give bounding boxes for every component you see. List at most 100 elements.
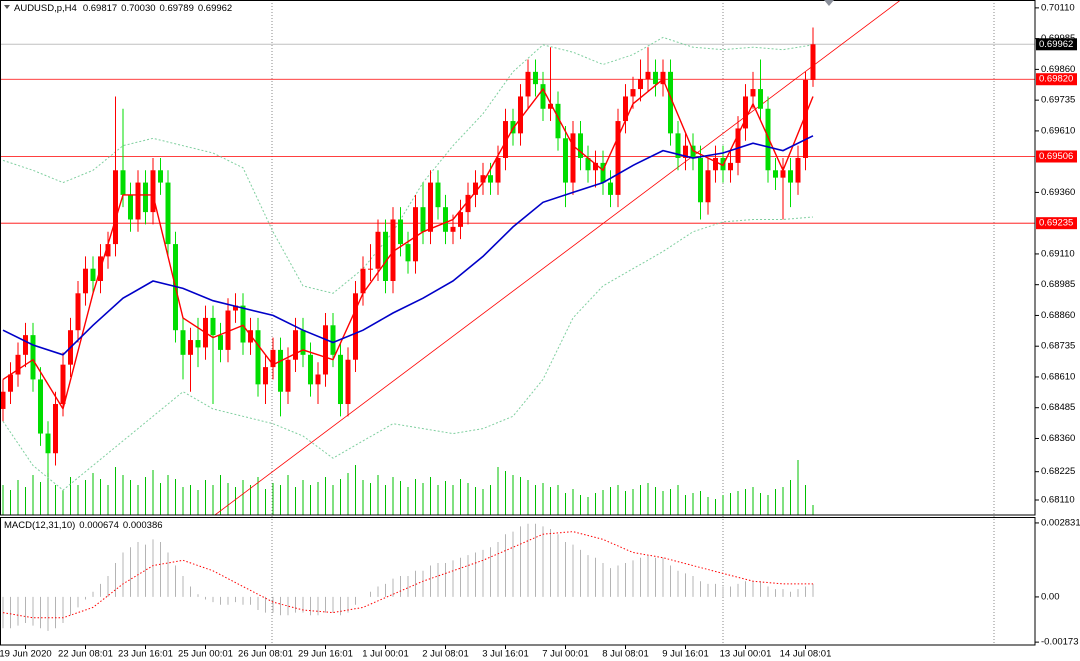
level-label-box [1036, 217, 1077, 230]
level-label-box [1036, 73, 1077, 86]
candle-body [668, 71, 673, 134]
level-label: 0.69820 [1039, 74, 1073, 85]
candle-body [233, 305, 238, 311]
level-label-box [1036, 150, 1077, 163]
candle-body [135, 182, 141, 220]
y-tick-label: 0.69360 [1041, 187, 1075, 198]
candle-body [473, 182, 478, 195]
panel-border [0, 517, 1036, 646]
candle-body [165, 182, 171, 245]
y-tick-label: 0.69610 [1041, 125, 1075, 136]
candle-body [683, 145, 688, 158]
candle-body [428, 182, 433, 232]
candle-body [480, 175, 486, 183]
x-tick-label: 14 Jul 08:01 [780, 649, 832, 660]
x-tick-label: 29 Jun 16:01 [298, 649, 353, 660]
candle-body [30, 335, 36, 380]
current-price-box [1036, 38, 1077, 51]
macd-value: 0.000674 [79, 520, 119, 531]
band-upper [2, 36, 814, 294]
candle-body [113, 170, 118, 245]
y-tick-label: 0.69735 [1041, 95, 1075, 106]
candle-body [195, 340, 201, 348]
candle-body [255, 330, 261, 385]
candle-body [615, 121, 621, 195]
y-tick-label: 0.68985 [1041, 279, 1075, 290]
candle-body [375, 231, 381, 269]
candle-body [120, 170, 126, 195]
y-tick-label: 0.70110 [1041, 2, 1075, 13]
candle-body [773, 170, 778, 178]
candle-body [45, 433, 51, 454]
candle-body [420, 207, 426, 232]
candle-body [53, 404, 58, 454]
candle-body [555, 103, 561, 139]
y-tick-label: 0.68485 [1041, 402, 1075, 413]
candle-body [630, 89, 636, 97]
candle-body [653, 71, 658, 85]
macd-y-tick-label: 0.002831 [1041, 517, 1080, 528]
candle-body [60, 364, 66, 405]
candle-body [285, 359, 291, 392]
candle-body [248, 330, 253, 343]
candle-body [503, 121, 508, 158]
x-tick-label: 19 Jun 2020 [0, 649, 52, 660]
candle-body [765, 108, 771, 171]
candle-body [518, 96, 523, 134]
candle-body [743, 96, 748, 129]
candle-body [690, 145, 696, 158]
candle-body [180, 330, 186, 355]
candle-body [780, 170, 786, 178]
x-tick-label: 9 Jul 16:01 [662, 649, 708, 660]
panel-border [0, 0, 1036, 516]
candle-body [83, 268, 88, 294]
candle-body [15, 354, 21, 375]
candle-body [150, 170, 156, 213]
candle-body [758, 89, 763, 109]
candle-body [443, 207, 448, 232]
candle-body [698, 157, 703, 203]
shift-marker [824, 0, 834, 6]
price-panel [0, 0, 1035, 515]
candle-body [563, 138, 568, 183]
x-tick-label: 8 Jul 08:01 [602, 649, 648, 660]
candle-body [143, 182, 148, 213]
candle-body [105, 244, 111, 257]
candle-body [308, 354, 313, 385]
candle-body [495, 157, 501, 183]
candle-body [300, 330, 306, 355]
candle-body [293, 330, 298, 360]
candle-body [803, 79, 808, 158]
ma-slow [2, 135, 814, 356]
candle-body [548, 103, 553, 109]
x-tick-label: 25 Jun 00:01 [178, 649, 233, 660]
candle-body [270, 349, 276, 368]
candle-body [225, 310, 231, 350]
candle-body [713, 157, 718, 171]
macd-signal [2, 531, 813, 619]
candle-body [728, 162, 733, 171]
chart-header: AUDUSD,p,H4 0.69817 0.70030 0.69789 0.69962 [14, 3, 232, 14]
current-price-label: 0.69962 [1039, 39, 1073, 50]
level-label: 0.69506 [1039, 151, 1073, 162]
x-tick-label: 2 Jul 08:01 [422, 649, 468, 660]
candle-body [788, 170, 793, 183]
candle-body [458, 212, 463, 227]
candle-body [675, 133, 681, 158]
candle-body [570, 133, 576, 183]
candle-body [330, 325, 336, 355]
candle-body [398, 219, 403, 245]
symbol-icon [4, 5, 10, 9]
y-tick-label: 0.68735 [1041, 341, 1075, 352]
x-tick-label: 7 Jul 00:01 [542, 649, 588, 660]
candle-body [353, 293, 358, 360]
candle-body [8, 374, 13, 392]
ohlc-value: 0.69962 [198, 3, 232, 14]
candle-body [368, 268, 373, 270]
macd-header: MACD(12,31,10) 0.000674 0.000386 [4, 520, 163, 531]
candle-body [795, 157, 801, 183]
x-tick-label: 13 Jul 00:01 [720, 649, 772, 660]
x-tick-label: 3 Jul 16:01 [482, 649, 528, 660]
candle-body [278, 349, 283, 392]
